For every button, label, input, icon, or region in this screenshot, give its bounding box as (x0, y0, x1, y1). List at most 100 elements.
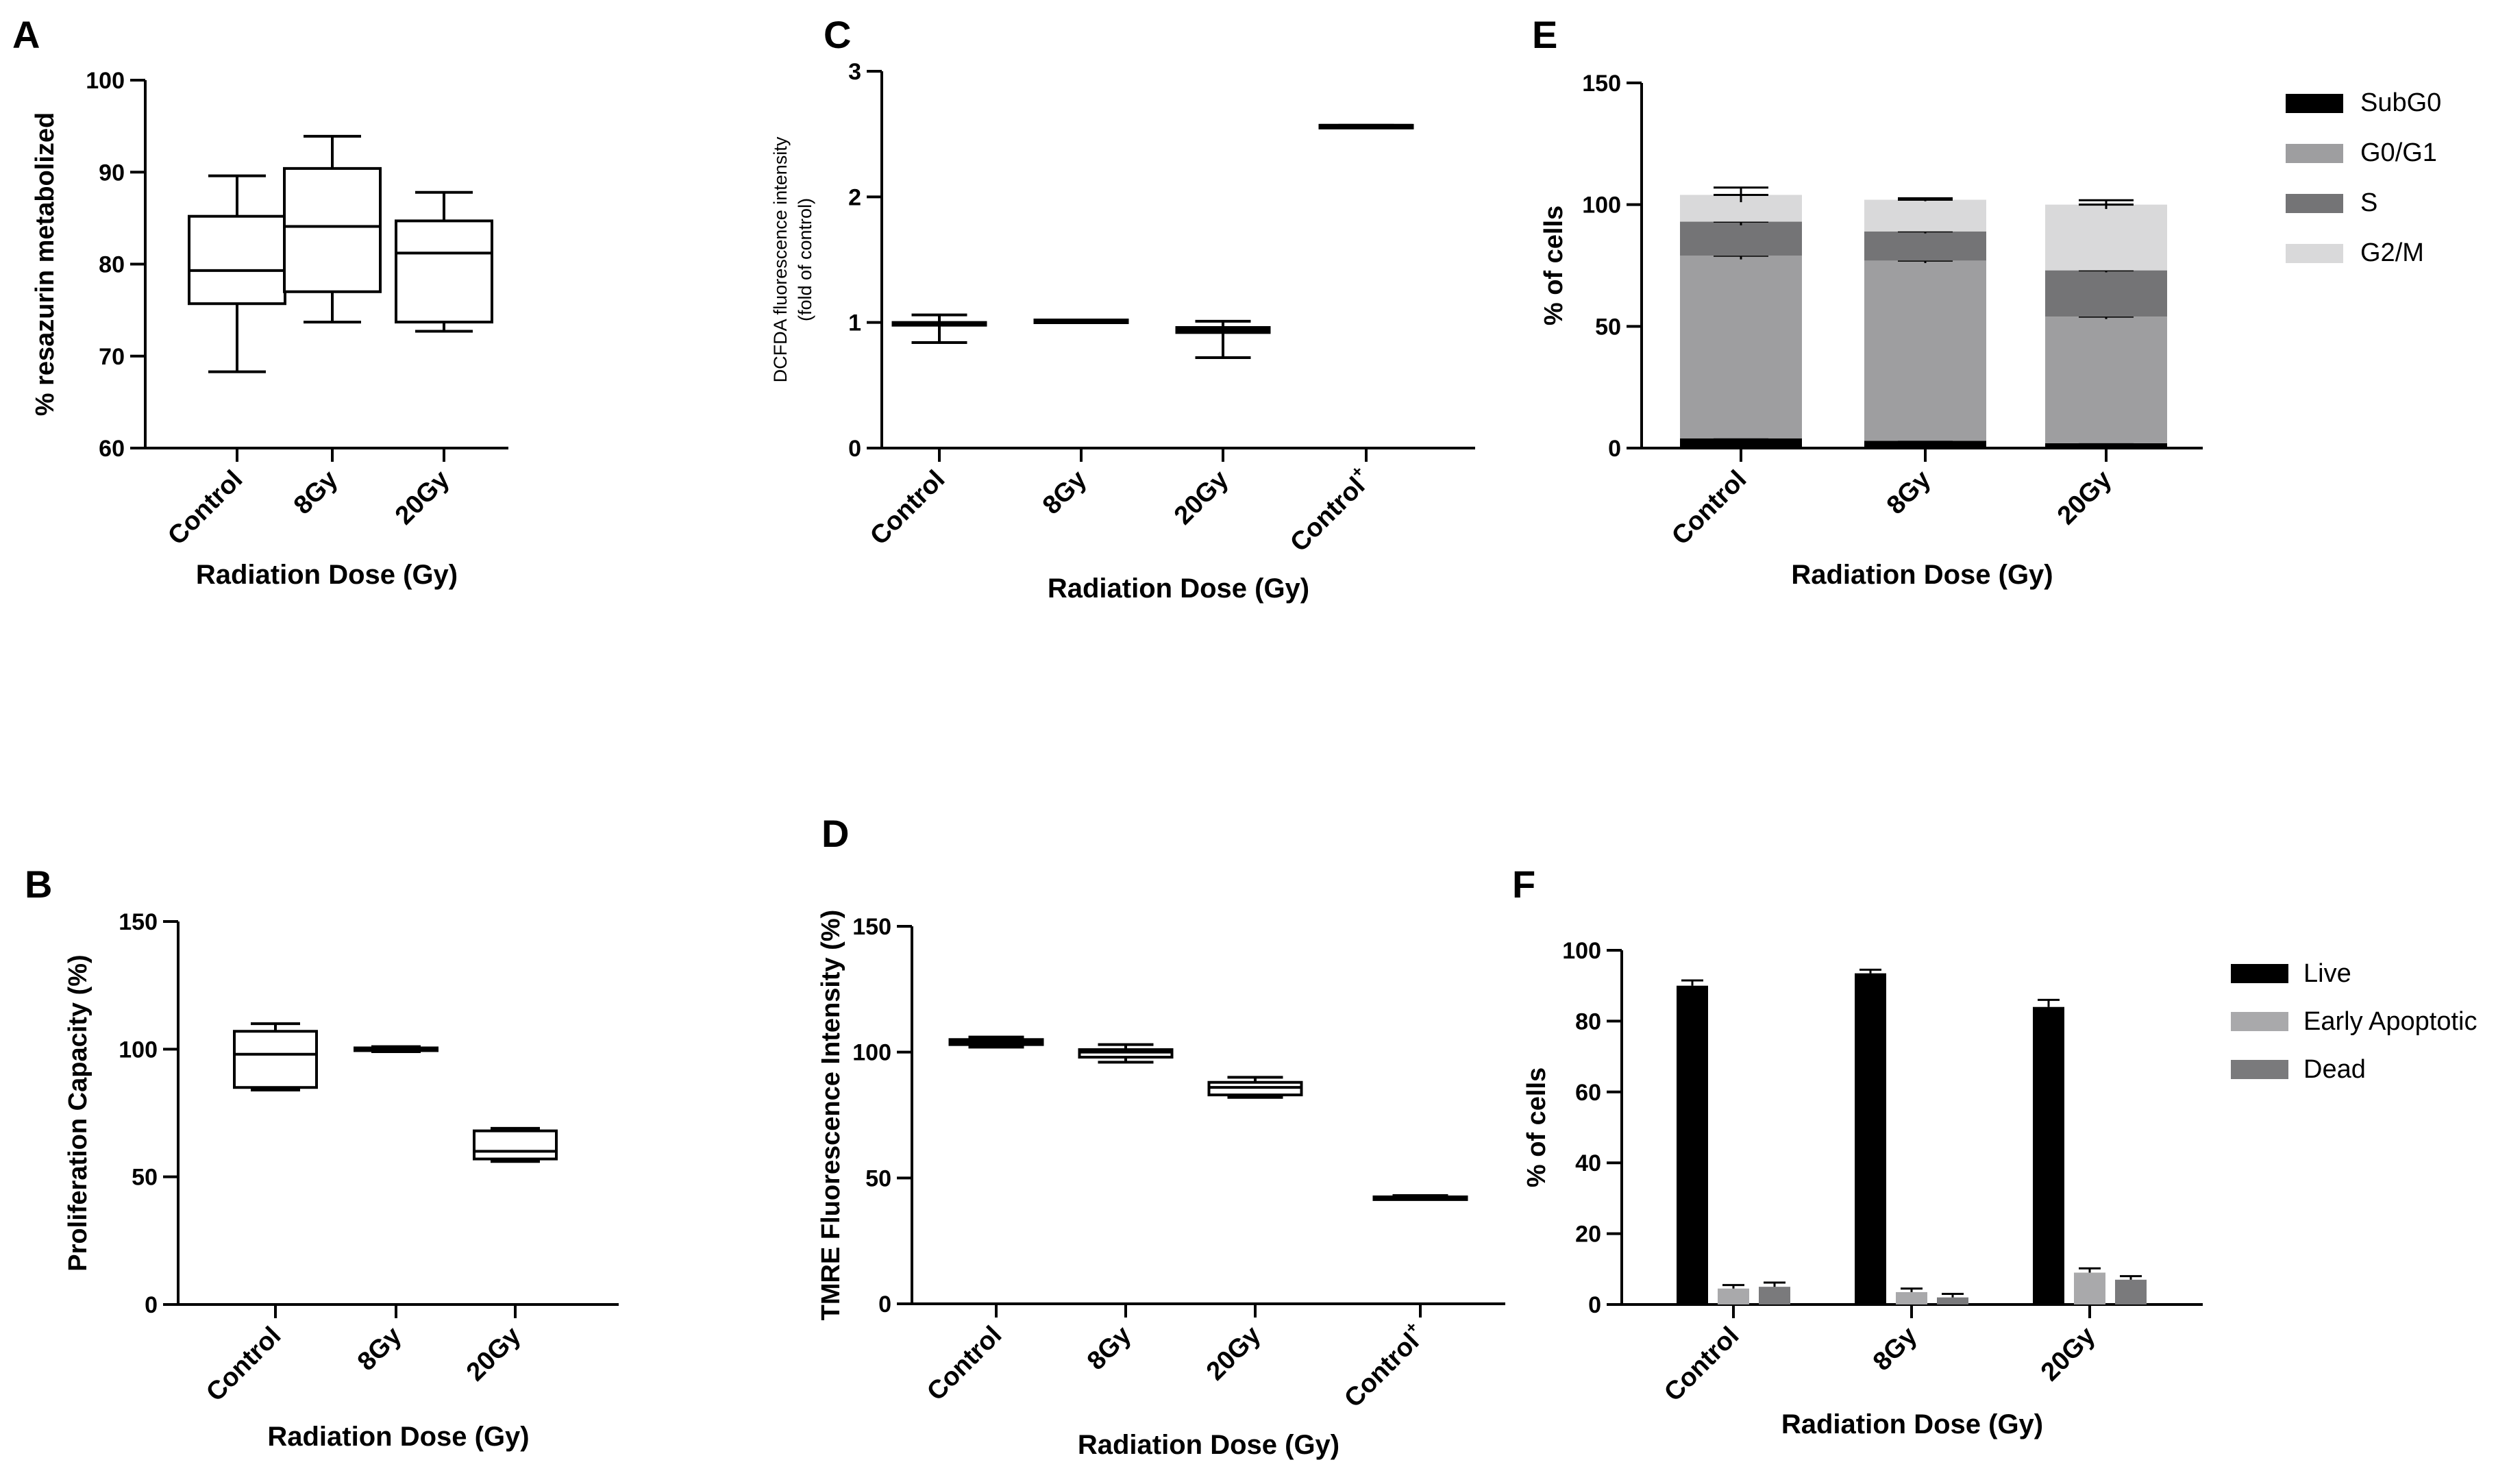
panel-e: E 0 50 100 150 Control 8Gy 20Gy % of cells Radiat… (1532, 13, 2441, 590)
box-3 (395, 190, 493, 333)
x-tick-label: Control (922, 1321, 1007, 1407)
panel-letter: E (1532, 13, 1557, 56)
legend-label: Early Apoptotic (2303, 1007, 2477, 1036)
box-2 (1078, 1043, 1174, 1064)
x-tick-label: 8Gy (1037, 465, 1092, 520)
y-tick-label: 0 (1608, 436, 1621, 462)
legend-swatch (2286, 94, 2343, 113)
box-iqr (233, 1030, 318, 1089)
x-tick-label: 20Gy (2036, 1322, 2101, 1387)
bar-live (1677, 985, 1708, 1304)
stacked-segment-subg0 (1680, 438, 1802, 448)
y-tick-label: 100 (1582, 193, 1621, 219)
box-2 (1033, 319, 1129, 324)
x-tick-label: 8Gy (1881, 465, 1936, 520)
y-tick-label: 0 (1588, 1292, 1601, 1318)
stacked-segment-g0g1 (1864, 260, 1986, 441)
box-iqr (188, 214, 286, 306)
y-tick-label: 100 (86, 68, 125, 94)
bar-early-apoptotic (1896, 1291, 1927, 1304)
stacked-segment-g2m (2045, 204, 2167, 271)
box-3 (1175, 319, 1271, 359)
box-1 (233, 1022, 318, 1091)
box-4 (1372, 1194, 1468, 1201)
y-tick-label: 3 (848, 59, 861, 85)
bar-early-apoptotic (2074, 1272, 2105, 1304)
box-3 (473, 1126, 558, 1163)
x-axis-label: Radiation Dose (Gy) (1078, 1430, 1339, 1460)
x-axis-label: Radiation Dose (Gy) (1791, 560, 2053, 590)
legend-swatch (2231, 1060, 2288, 1079)
stacked-segment-s (2045, 270, 2167, 317)
x-axis-label: Radiation Dose (Gy) (1048, 573, 1309, 604)
box-2 (354, 1045, 438, 1054)
x-tick-label: Control (1659, 1322, 1744, 1407)
box-1 (188, 174, 286, 373)
box-3 (1207, 1076, 1303, 1099)
box-1 (948, 1035, 1044, 1049)
box-iqr (395, 219, 493, 324)
y-tick-label: 40 (1575, 1150, 1601, 1176)
y-tick-label: 2 (848, 184, 861, 210)
y-tick-label: 80 (1575, 1009, 1601, 1035)
x-axis-label: Radiation Dose (Gy) (1781, 1409, 2043, 1439)
y-tick-label: 50 (132, 1165, 158, 1191)
legend-swatch (2286, 194, 2343, 213)
box-4 (1318, 123, 1414, 129)
y-tick-label: 100 (852, 1040, 891, 1066)
x-tick-label: Control (1666, 465, 1752, 551)
x-axis-label: Radiation Dose (Gy) (196, 560, 458, 590)
x-tick-label: 20Gy (1169, 465, 1234, 530)
legend-label: SubG0 (2360, 88, 2441, 117)
panel-letter: A (12, 13, 40, 56)
bar-dead (1759, 1287, 1790, 1304)
x-tick-label: 20Gy (461, 1322, 526, 1387)
y-tick-label: 70 (99, 344, 125, 370)
y-tick-label: 150 (1582, 71, 1621, 97)
panel-c: C 0 1 2 3 Control 8Gy 20Gy Control+ DCFDA fluores… (770, 13, 1475, 604)
y-tick-label: 50 (865, 1165, 891, 1191)
x-tick-label: Control (201, 1322, 286, 1407)
x-axis-label: Radiation Dose (Gy) (267, 1422, 529, 1452)
stacked-segment-s (1864, 231, 1986, 261)
y-axis-label-secondary: (fold of control) (795, 198, 815, 321)
x-tick-label: 8Gy (1868, 1322, 1923, 1376)
x-tick-label: 20Gy (2052, 465, 2117, 530)
x-tick-label-superscript: + (1402, 1318, 1422, 1337)
legend-swatch (2286, 244, 2343, 263)
legend-label: Dead (2303, 1055, 2366, 1084)
x-tick-label-superscript: + (1348, 462, 1368, 482)
x-tick-label: Control+ (1336, 1318, 1431, 1413)
y-tick-label: 60 (1575, 1080, 1601, 1106)
panel-d: D 0 50 100 150 Control 8Gy 20Gy Control+ TMRE Flu… (817, 812, 1505, 1460)
legend-label: S (2360, 188, 2377, 217)
y-axis-label: % of cells (1540, 206, 1568, 325)
x-tick-label: 20Gy (1201, 1321, 1266, 1386)
bar-early-apoptotic (1718, 1288, 1749, 1304)
y-tick-label: 100 (119, 1037, 158, 1063)
legend-swatch (2286, 144, 2343, 163)
y-tick-label: 60 (99, 436, 125, 462)
panel-letter: F (1512, 863, 1535, 906)
y-tick-label: 1 (848, 310, 861, 336)
y-axis-label: % of cells (1522, 1067, 1551, 1187)
y-tick-label: 0 (878, 1291, 891, 1318)
stacked-segment-s (1680, 221, 1802, 256)
y-axis-label: Proliferation Capacity (%) (64, 954, 92, 1271)
y-tick-label: 20 (1575, 1222, 1601, 1248)
panel-b: B 0 50 100 150 Control 8Gy 20Gy Proliferation Ca… (25, 863, 619, 1452)
box-2 (283, 134, 382, 324)
panel-letter: C (824, 13, 851, 56)
panel-letter: B (25, 863, 52, 906)
legend-label: Live (2303, 959, 2351, 988)
x-tick-label: 8Gy (288, 465, 343, 520)
y-tick-label: 0 (145, 1292, 158, 1318)
x-tick-label: 8Gy (1082, 1321, 1137, 1376)
stacked-segment-g0g1 (1680, 256, 1802, 438)
x-tick-label: Control+ (1282, 462, 1377, 557)
box-iqr (283, 166, 382, 293)
stacked-segment-g0g1 (2045, 317, 2167, 443)
y-tick-label: 150 (852, 914, 891, 940)
stacked-segment-g2m (1864, 199, 1986, 232)
